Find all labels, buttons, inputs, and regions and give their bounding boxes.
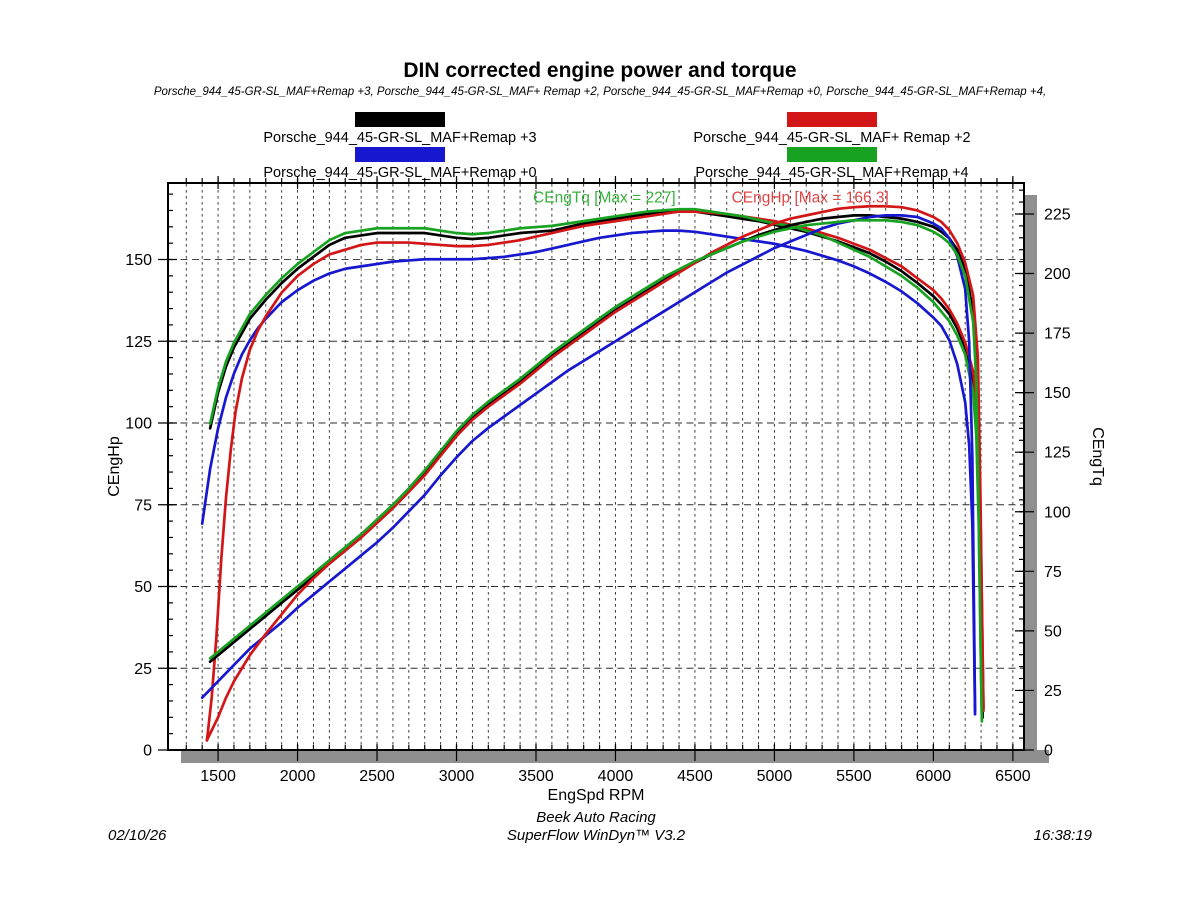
curve-cengtq-remap-3 <box>208 210 985 719</box>
svg-text:4000: 4000 <box>598 768 634 785</box>
legend-item-remap0: Porsche_944_45-GR-SL_MAF+Remap +0 <box>180 147 620 181</box>
legend-item-remap4: Porsche_944_45-GR-SL_MAF+Remap +4 <box>612 147 1052 181</box>
svg-text:50: 50 <box>134 579 152 596</box>
svg-text:25: 25 <box>1044 683 1062 700</box>
svg-text:175: 175 <box>1044 326 1071 343</box>
svg-text:125: 125 <box>1044 445 1071 462</box>
svg-text:2000: 2000 <box>280 768 316 785</box>
legend-swatch-red <box>787 112 877 127</box>
curve-cenghp-remap-0 <box>200 214 977 713</box>
svg-text:2500: 2500 <box>359 768 395 785</box>
svg-text:3000: 3000 <box>439 768 475 785</box>
legend-label: Porsche_944_45-GR-SL_MAF+ Remap +2 <box>693 130 971 146</box>
y-right-axis-title: CEngTq <box>1089 427 1106 486</box>
software-version: SuperFlow WinDyn™ V3.2 <box>506 827 686 844</box>
curve-cengtq-remap-0 <box>200 229 977 716</box>
svg-text:225: 225 <box>1044 206 1071 223</box>
legend-item-remap3: Porsche_944_45-GR-SL_MAF+Remap +3 <box>180 112 620 146</box>
svg-text:150: 150 <box>1044 385 1071 402</box>
svg-text:125: 125 <box>125 334 152 351</box>
svg-text:3500: 3500 <box>518 768 554 785</box>
svg-text:CEngTq [Max = 227]: CEngTq [Max = 227] <box>533 190 676 207</box>
dyno-shop-name: Beek Auto Racing <box>536 809 656 826</box>
svg-text:100: 100 <box>125 416 152 433</box>
svg-text:6000: 6000 <box>916 768 952 785</box>
axis-ticks <box>158 176 1034 761</box>
svg-text:CEngHp [Max = 166.3]: CEngHp [Max = 166.3] <box>732 190 889 207</box>
curve-cengtq-remap-2 <box>205 210 985 742</box>
svg-text:75: 75 <box>134 497 152 514</box>
svg-text:50: 50 <box>1044 623 1062 640</box>
svg-text:4500: 4500 <box>677 768 713 785</box>
page-title: DIN corrected engine power and torque <box>403 59 797 82</box>
legend-label: Porsche_944_45-GR-SL_MAF+Remap +0 <box>263 165 537 181</box>
run-list-subtitle: Porsche_944_45-GR-SL_MAF+Remap +3, Porsc… <box>153 86 1047 98</box>
svg-text:5500: 5500 <box>836 768 872 785</box>
curve-cenghp-remap-2 <box>205 204 985 742</box>
legend-swatch-blue <box>355 147 445 162</box>
svg-text:100: 100 <box>1044 504 1071 521</box>
legend-swatch-green <box>787 147 877 162</box>
svg-text:0: 0 <box>143 743 152 760</box>
annotations: CEngTq [Max = 227] CEngHp [Max = 166.3] <box>533 190 889 207</box>
curve-cenghp-remap-3 <box>208 214 985 719</box>
svg-text:0: 0 <box>1044 743 1053 760</box>
svg-text:150: 150 <box>125 252 152 269</box>
report-time: 16:38:19 <box>1033 827 1092 844</box>
curve-cengtq-remap-4 <box>208 207 984 723</box>
tick-labels: 1500 2000 2500 3000 3500 4000 4500 5000 5500 6000… <box>125 206 1071 785</box>
svg-text:6500: 6500 <box>995 768 1031 785</box>
legend-label: Porsche_944_45-GR-SL_MAF+Remap +3 <box>263 130 537 146</box>
svg-text:25: 25 <box>134 661 152 678</box>
plot-frame <box>167 182 1025 751</box>
svg-text:200: 200 <box>1044 266 1071 283</box>
legend-swatch-black <box>355 112 445 127</box>
svg-text:75: 75 <box>1044 564 1062 581</box>
axis-titles: EngSpd RPM CEngHp CEngTq <box>106 427 1106 804</box>
report-date: 02/10/26 <box>108 827 167 844</box>
dyno-curves <box>200 204 985 742</box>
legend-item-remap2: Porsche_944_45-GR-SL_MAF+ Remap +2 <box>612 112 1052 146</box>
x-axis-title: EngSpd RPM <box>548 787 645 804</box>
gridlines <box>169 184 1023 749</box>
y-left-axis-title: CEngHp <box>106 436 123 497</box>
svg-text:5000: 5000 <box>757 768 793 785</box>
curve-cenghp-remap-4 <box>208 218 984 719</box>
legend-label: Porsche_944_45-GR-SL_MAF+Remap +4 <box>695 165 969 181</box>
svg-text:1500: 1500 <box>200 768 236 785</box>
